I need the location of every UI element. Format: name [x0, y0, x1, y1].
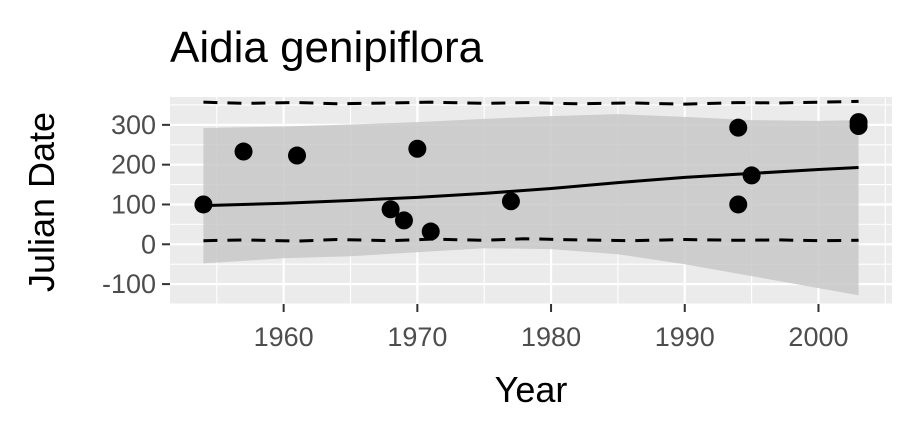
confidence-band	[203, 114, 859, 296]
x-axis: 1960 1970 1980 1990 2000	[254, 304, 849, 352]
plot-panel	[170, 97, 892, 305]
data-point	[421, 222, 440, 241]
x-axis-title: Year	[495, 369, 568, 410]
data-point	[408, 139, 427, 158]
data-point	[288, 146, 307, 165]
y-axis-title: Julian Date	[21, 112, 62, 292]
y-tick-label: 200	[111, 150, 156, 180]
upper-dashed-line	[203, 99, 859, 106]
x-tick-label: 1980	[521, 322, 581, 352]
data-point	[849, 117, 868, 136]
chart-title: Aidia genipiflora	[170, 23, 484, 72]
x-tick-label: 1970	[387, 322, 447, 352]
trend-line	[203, 165, 859, 208]
data-point	[742, 166, 761, 185]
x-tick-label: 1960	[254, 322, 314, 352]
y-axis: -100 0 100 200 300	[102, 110, 170, 299]
y-tick-label: 300	[111, 110, 156, 140]
data-point	[394, 211, 413, 230]
data-point	[234, 142, 253, 161]
y-tick-label: 100	[111, 189, 156, 219]
y-tick-label: -100	[102, 269, 156, 299]
data-point	[194, 195, 213, 214]
x-tick-label: 1990	[655, 322, 715, 352]
lower-dashed-line	[203, 237, 859, 243]
y-tick-label: 0	[141, 229, 156, 259]
data-point	[501, 192, 520, 211]
data-point	[729, 118, 748, 137]
data-point	[729, 195, 748, 214]
data-point	[381, 200, 400, 219]
x-tick-label: 2000	[788, 322, 848, 352]
